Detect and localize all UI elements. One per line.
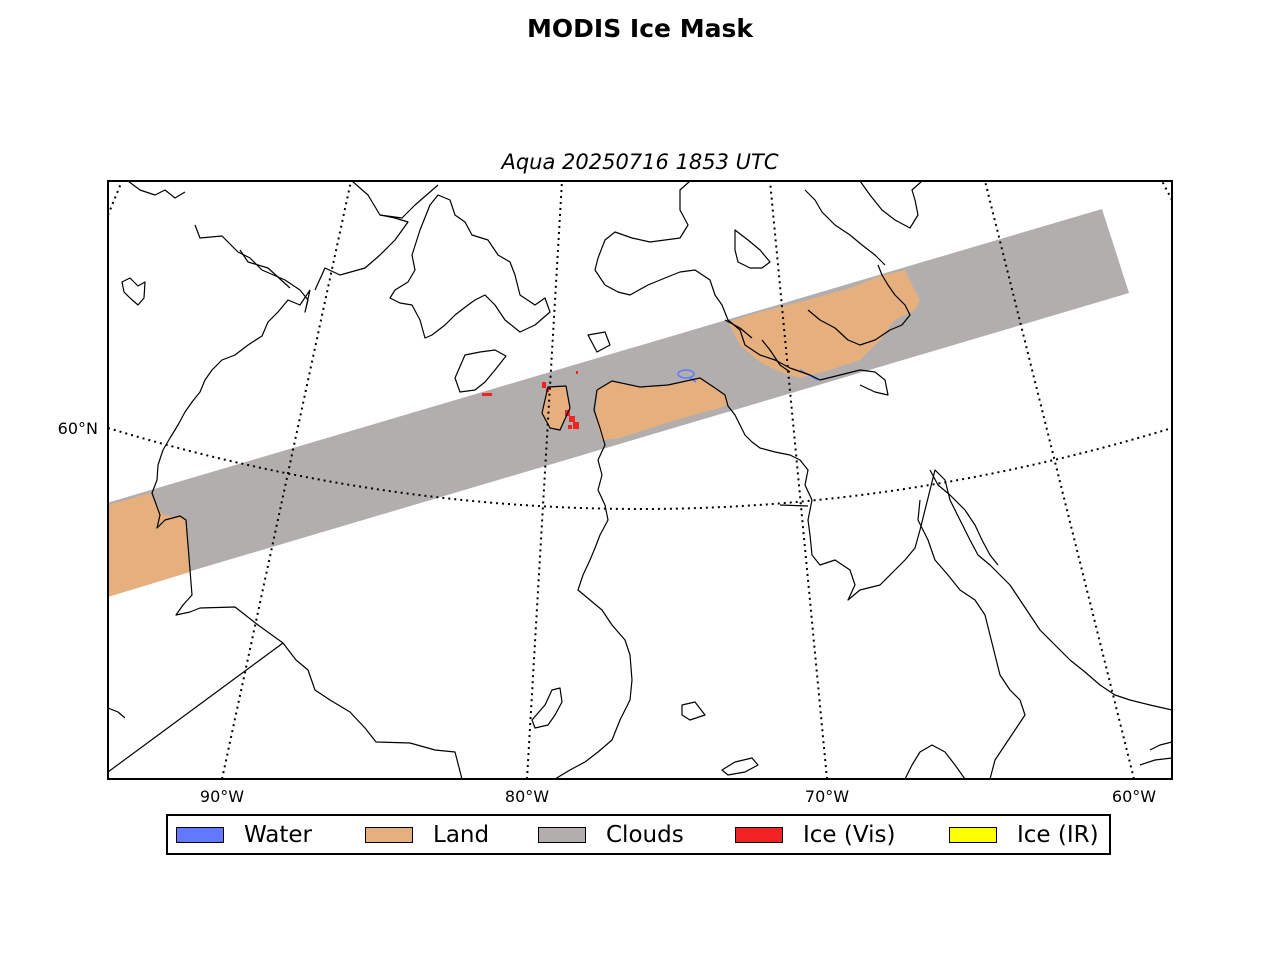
- meridian-100w: [108, 181, 123, 216]
- tick-label-80w: 80°W: [505, 787, 549, 806]
- swath-land-ungava: [596, 378, 730, 440]
- parallel-60n: [108, 427, 1172, 510]
- coastlines: [108, 181, 1172, 779]
- figure-title: MODIS Ice Mask: [527, 14, 753, 43]
- tick-label-60w: 60°W: [1112, 787, 1156, 806]
- meridian-80w: [526, 181, 563, 779]
- legend-swatch-ice-ir: [949, 826, 997, 843]
- legend-swatch-clouds: [538, 826, 586, 843]
- swath-land-baffin-south: [728, 270, 920, 378]
- tick-label-90w: 90°W: [200, 787, 244, 806]
- meridian-60w: [984, 181, 1135, 779]
- legend-item-clouds: Clouds: [538, 816, 684, 853]
- legend-item-land: Land: [365, 816, 489, 853]
- legend-item-ice-vis: Ice (Vis): [735, 816, 895, 853]
- legend-label-clouds: Clouds: [606, 821, 684, 848]
- legend-label-ice-vis: Ice (Vis): [803, 821, 896, 848]
- legend-label-ice-ir: Ice (IR): [1017, 821, 1099, 848]
- legend-swatch-water: [176, 826, 224, 843]
- boundary-line: [108, 642, 284, 773]
- legend-item-ice-ir: Ice (IR): [949, 816, 1099, 853]
- meridian-50w: [1161, 181, 1172, 201]
- tick-label-70w: 70°W: [805, 787, 849, 806]
- legend-label-water: Water: [244, 821, 312, 848]
- graticule: [108, 181, 1172, 779]
- meridian-70w: [769, 181, 828, 779]
- legend-swatch-ice-vis: [735, 826, 783, 843]
- figure-subtitle: Aqua 20250716 1853 UTC: [501, 150, 779, 174]
- legend: Water Land Clouds Ice (Vis) Ice (IR): [166, 814, 1111, 855]
- map-frame: [107, 180, 1173, 780]
- legend-item-water: Water: [176, 816, 312, 853]
- legend-swatch-land: [365, 826, 413, 843]
- legend-label-land: Land: [433, 821, 490, 848]
- tick-label-60n: 60°N: [58, 419, 98, 438]
